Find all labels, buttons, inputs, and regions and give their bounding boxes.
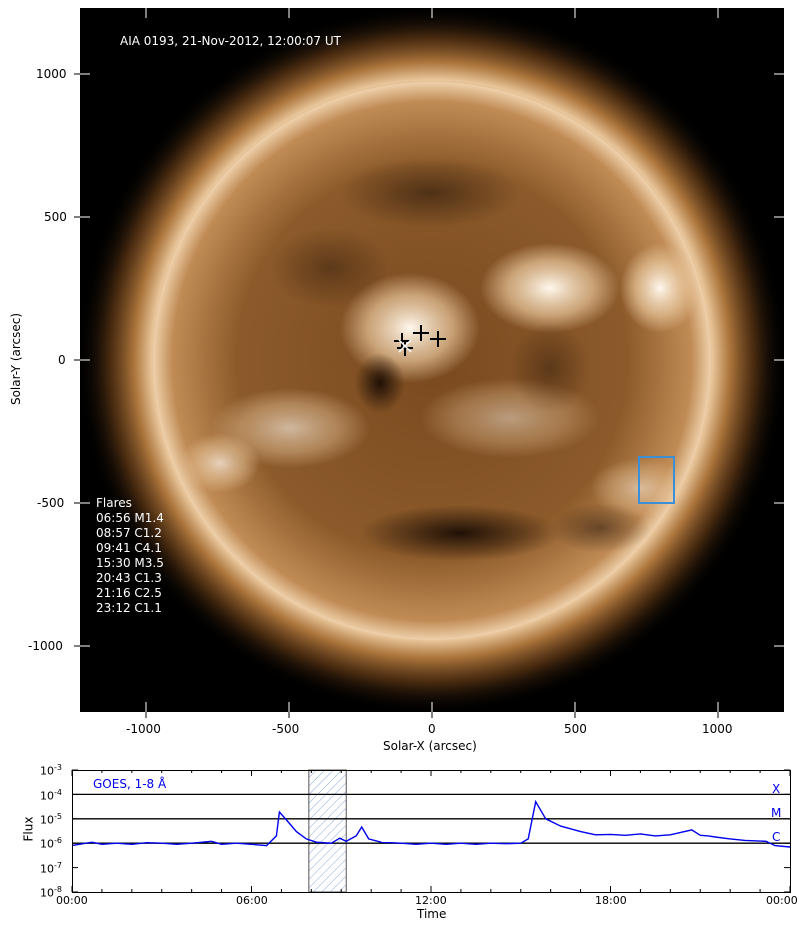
flare-entry: 15:30 M3.5 — [96, 556, 164, 570]
class-label-x: X — [772, 782, 781, 796]
class-threshold-lines — [72, 793, 790, 844]
class-label-m: M — [771, 806, 782, 820]
goes-y-tick-label: 10-6 — [40, 836, 62, 851]
x-tick-label: -500 — [272, 722, 300, 736]
goes-x-axis-title: Time — [417, 907, 447, 921]
goes-y-tick-label: 10-5 — [40, 812, 62, 827]
class-label-c: C — [772, 830, 781, 844]
x-tick-label: 0 — [428, 722, 436, 736]
flare-entry: 20:43 C1.3 — [96, 571, 162, 585]
aia-image-panel: AIA 0193, 21-Nov-2012, 12:00:07 UT Flare… — [80, 8, 784, 712]
image-title: AIA 0193, 21-Nov-2012, 12:00:07 UT — [120, 34, 341, 48]
y-tick-label: 0 — [58, 353, 66, 367]
x-axis-title: Solar-X (arcsec) — [383, 739, 477, 753]
goes-y-tick-label: 10-4 — [40, 788, 62, 803]
goes-x-tick-label: 06:00 — [236, 894, 268, 907]
y-tick-label: 1000 — [36, 67, 67, 81]
image-outer-ticks — [74, 73, 719, 718]
goes-y-tick-label: 10-8 — [40, 885, 62, 900]
highlight-interval — [308, 769, 347, 893]
goes-x-tick-label: 00:00 — [56, 894, 88, 907]
goes-x-tick-label: 00:00 — [766, 894, 798, 907]
flare-list: Flares 06:56 M1.4 08:57 C1.2 09:41 C4.1 … — [96, 496, 164, 616]
goes-flux-series — [71, 799, 791, 848]
goes-y-tick-label: 10-3 — [40, 763, 62, 778]
goes-x-tick-label: 12:00 — [415, 894, 447, 907]
goes-ticks — [71, 769, 791, 893]
goes-x-tick-label: 18:00 — [595, 894, 627, 907]
flare-entry: 21:16 C2.5 — [96, 586, 162, 600]
region-box — [638, 456, 675, 504]
y-tick-label: -500 — [37, 496, 65, 510]
flare-entry: 08:57 C1.2 — [96, 526, 162, 540]
flare-entry: 23:12 C1.1 — [96, 601, 162, 615]
x-tick-label: 500 — [564, 722, 587, 736]
flare-entry: 06:56 M1.4 — [96, 511, 164, 525]
goes-y-tick-label: 10-7 — [40, 861, 62, 876]
x-tick-label: -1000 — [126, 722, 161, 736]
flare-entry: 09:41 C4.1 — [96, 541, 162, 555]
x-tick-label: 1000 — [702, 722, 733, 736]
y-tick-label: -1000 — [28, 639, 63, 653]
flare-markers — [394, 325, 446, 356]
goes-series-label: GOES, 1-8 Å — [93, 777, 167, 791]
image-frame — [80, 8, 784, 712]
y-tick-label: 500 — [44, 210, 67, 224]
aia-image — [80, 8, 784, 712]
flare-list-title: Flares — [96, 496, 132, 510]
goes-y-axis-title: Flux — [21, 816, 36, 842]
